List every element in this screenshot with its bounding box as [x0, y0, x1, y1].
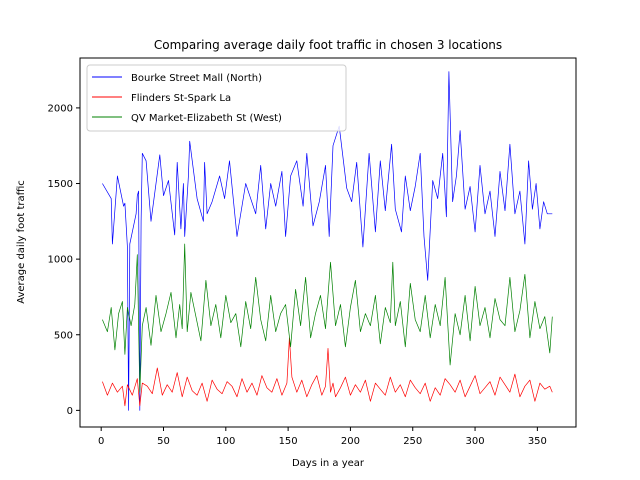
x-tick-label: 300 — [466, 436, 485, 447]
legend: Bourke Street Mall (North) Flinders St-Sp… — [86, 64, 347, 132]
plot-frame — [79, 57, 577, 428]
legend-label-1: Bourke Street Mall (North) — [131, 73, 262, 84]
y-axis: 0 500 1000 1500 2000 — [48, 103, 80, 417]
series-line-2 — [102, 337, 553, 407]
y-axis-title: Average daily foot traffic — [16, 180, 27, 304]
y-tick-label: 2000 — [48, 103, 73, 114]
x-tick-label: 0 — [98, 436, 104, 447]
legend-box — [86, 64, 347, 132]
legend-label-2: Flinders St-Spark La — [131, 93, 231, 104]
x-tick-label: 150 — [279, 436, 298, 447]
x-tick-label: 50 — [157, 436, 170, 447]
x-tick-label: 100 — [216, 436, 235, 447]
y-tick-label: 0 — [67, 406, 73, 417]
x-tick-label: 250 — [403, 436, 422, 447]
chart-title: Comparing average daily foot traffic in … — [154, 38, 502, 52]
series-line-3 — [102, 243, 553, 393]
x-tick-label: 350 — [528, 436, 547, 447]
series-line-1 — [102, 71, 553, 411]
x-axis-title: Days in a year — [292, 458, 365, 469]
y-tick-label: 1000 — [48, 255, 73, 266]
y-tick-label: 500 — [54, 330, 73, 341]
x-axis: 0 50 100 150 200 250 300 350 — [98, 427, 547, 447]
y-tick-label: 1500 — [48, 179, 73, 190]
legend-label-3: QV Market-Elizabeth St (West) — [131, 113, 282, 124]
plot-area — [102, 71, 553, 411]
x-tick-label: 200 — [341, 436, 360, 447]
